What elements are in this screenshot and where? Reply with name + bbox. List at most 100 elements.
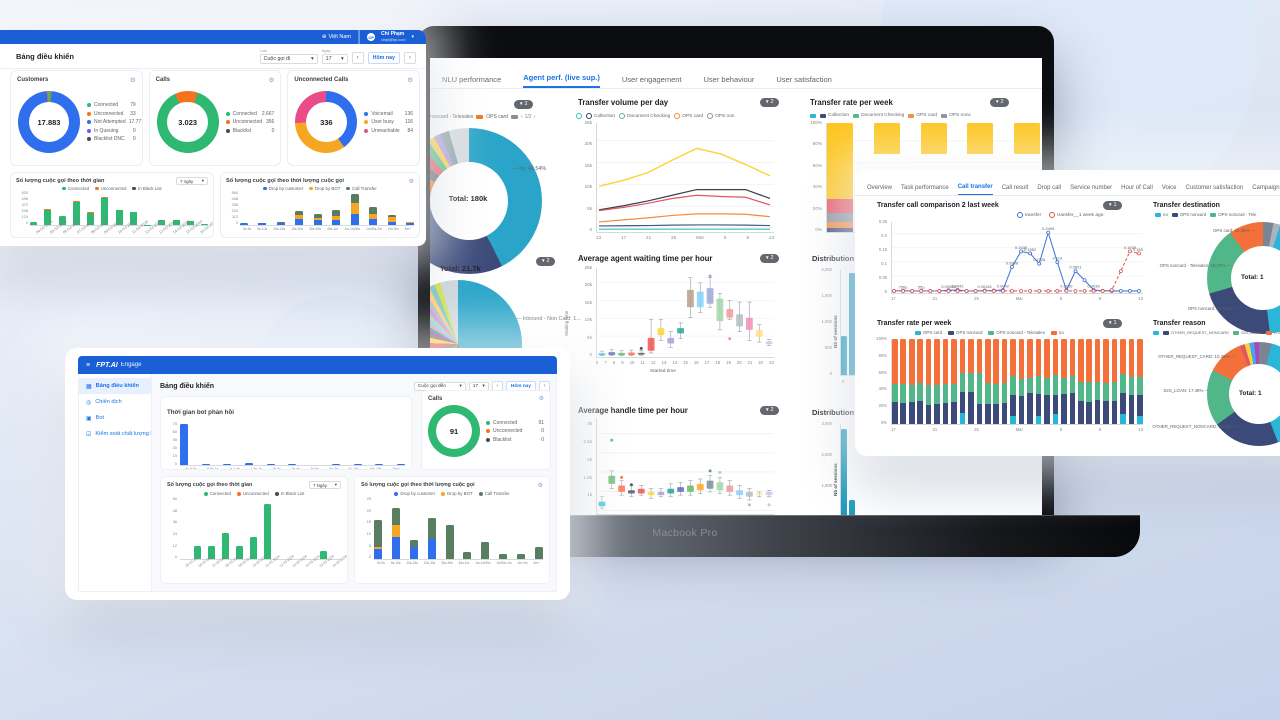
legend-item[interactable]: OPS nonc [941, 113, 971, 118]
legend-item[interactable]: transfer [1017, 212, 1041, 218]
bar[interactable] [534, 498, 543, 559]
bar[interactable] [306, 498, 313, 559]
next-day-button[interactable]: › [404, 51, 416, 64]
tab-task-performance[interactable]: Task performance [901, 185, 949, 191]
bar[interactable] [934, 339, 940, 424]
legend-item[interactable]: In Queuing 0 [87, 128, 136, 134]
donut-chart[interactable] [156, 91, 219, 153]
bar[interactable] [976, 339, 983, 424]
legend-item[interactable]: Blacklist 0 [486, 437, 544, 443]
prev-day-button[interactable]: ‹ [351, 51, 364, 64]
bar[interactable] [463, 498, 472, 559]
legend-item[interactable]: Connected 79 [87, 102, 136, 108]
tab-voice[interactable]: Voice [1161, 185, 1177, 191]
bar[interactable] [276, 192, 285, 225]
bar[interactable] [391, 498, 400, 559]
bar[interactable] [201, 192, 208, 225]
bar[interactable] [387, 192, 396, 225]
sidebar-item-bot[interactable]: ▣ Bot [79, 410, 151, 426]
bar[interactable] [115, 192, 123, 225]
bar-chart[interactable] [180, 498, 341, 560]
legend-item[interactable]: OTHER_REQUEST_NONCARD [1163, 330, 1229, 335]
bar[interactable] [236, 498, 243, 559]
bar[interactable] [1027, 339, 1033, 424]
legend-item[interactable]: Collection [820, 113, 849, 118]
bar[interactable] [908, 339, 915, 424]
legend-item[interactable]: Call Transfer [346, 186, 377, 191]
bar[interactable] [186, 192, 194, 225]
bar[interactable] [101, 192, 109, 225]
legend-item[interactable]: transfer__1 week ago [1049, 212, 1103, 218]
bar[interactable] [892, 339, 898, 424]
legend-item[interactable]: Blacklist 0 [225, 128, 274, 134]
legend-item[interactable]: Connected 91 [486, 420, 544, 426]
legend-item[interactable]: no [1050, 330, 1064, 335]
bar[interactable] [1052, 339, 1059, 424]
filter-chip[interactable]: ▼ 2 [990, 98, 1009, 107]
bar[interactable] [375, 422, 384, 465]
bar[interactable] [320, 498, 327, 559]
legend-item[interactable]: OPS noncard [1171, 212, 1206, 217]
legend-item[interactable]: OPS card [908, 113, 937, 118]
tab-nlu-performance[interactable]: NLU performance [442, 75, 502, 84]
bar[interactable] [334, 498, 341, 559]
handle-box-chart[interactable] [596, 418, 774, 515]
bar[interactable] [827, 123, 853, 232]
tab-overview[interactable]: Overview [867, 185, 893, 191]
legend-item[interactable]: Connected [62, 186, 89, 191]
gear-icon[interactable]: ⚙ [408, 178, 414, 185]
bar[interactable] [374, 498, 382, 559]
bar[interactable] [517, 498, 525, 559]
bar[interactable] [1086, 339, 1093, 424]
legend-item[interactable]: Voicemail 136 [364, 111, 413, 117]
bar[interactable] [180, 422, 188, 465]
bar[interactable] [194, 498, 201, 559]
filter-chip[interactable]: ▼ 2 [514, 100, 533, 109]
legend-item[interactable]: Drop by BOT [309, 186, 340, 191]
legend-item[interactable]: Unconnected 33 [87, 111, 136, 117]
bar[interactable] [331, 422, 340, 465]
account-info[interactable]: Chi Phạm chipt@fpt.com [381, 32, 405, 42]
legend-item[interactable]: Unconnected [236, 491, 269, 496]
reason-donut[interactable] [1207, 342, 1280, 446]
menu-icon[interactable]: ≡ [86, 361, 91, 369]
bar[interactable] [396, 422, 405, 465]
bar[interactable] [332, 192, 341, 225]
legend-item[interactable]: OPS card [915, 330, 942, 335]
legend-item[interactable]: Collection [586, 113, 615, 119]
legend-item[interactable]: no [1155, 212, 1168, 217]
bar[interactable] [1018, 339, 1025, 424]
bar[interactable] [1035, 339, 1042, 424]
bar[interactable] [264, 498, 271, 559]
legend-item[interactable]: OPS noncard - Tele [1210, 212, 1257, 217]
bar[interactable] [245, 422, 254, 465]
tab-service-number[interactable]: Service number [1070, 185, 1113, 191]
bar[interactable] [223, 422, 232, 465]
bar[interactable] [172, 192, 180, 225]
legend-item[interactable]: In Black List [132, 186, 162, 191]
tab-user-behaviour[interactable]: User behaviour [703, 75, 755, 84]
bar[interactable] [942, 339, 949, 424]
bar[interactable] [310, 422, 318, 465]
legend-item[interactable] [810, 113, 816, 118]
bar[interactable] [1044, 339, 1050, 424]
legend-item[interactable]: OPS card [674, 113, 703, 119]
stacked-bar-chart[interactable] [240, 192, 414, 226]
bar[interactable] [1128, 339, 1135, 424]
bar[interactable] [44, 192, 52, 225]
bar[interactable] [208, 498, 215, 559]
stacked-bar-chart[interactable] [374, 498, 543, 560]
gear-icon[interactable]: ⚙ [268, 77, 275, 84]
bar[interactable] [58, 192, 66, 225]
bar[interactable] [350, 192, 359, 225]
bar[interactable] [917, 339, 923, 424]
gear-icon[interactable]: ⚙ [407, 77, 414, 84]
legend-item[interactable]: Unreachable 84 [364, 128, 413, 134]
bar[interactable] [144, 192, 151, 225]
donut-chart[interactable] [428, 405, 480, 457]
legend-item[interactable]: OPS noncard - Telesales [988, 330, 1045, 335]
legend-pager[interactable]: ‹ 1/2 › [520, 114, 536, 120]
bar[interactable] [288, 422, 297, 465]
tab-hour-of-call[interactable]: Hour of Call [1121, 185, 1153, 191]
legend-item[interactable]: OPS noncard [948, 330, 982, 335]
